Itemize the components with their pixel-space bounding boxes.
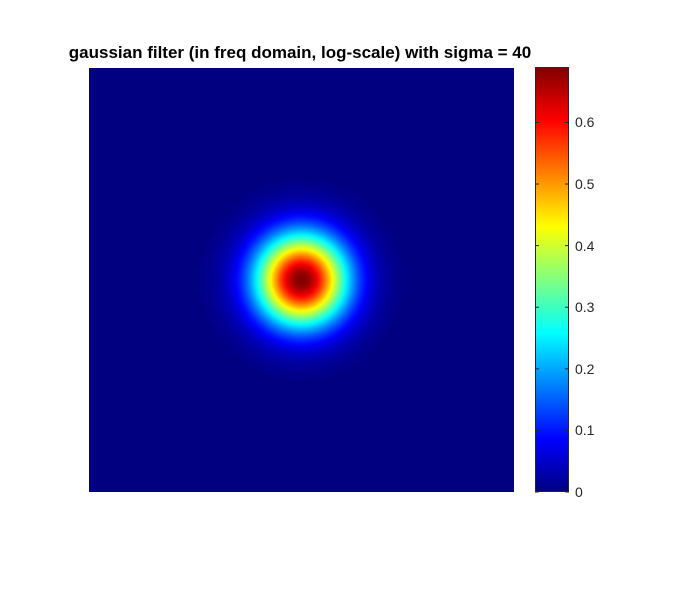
colorbar-tick-label: 0.3 — [575, 299, 595, 316]
colorbar-svg — [535, 67, 569, 493]
colorbar-tick-label: 0.1 — [575, 422, 595, 439]
colorbar-ticks — [535, 121, 569, 493]
heatmap-plot-area — [89, 68, 514, 492]
heatmap-gaussian-peak — [199, 178, 404, 382]
colorbar-tick-label: 0.5 — [575, 176, 595, 193]
colorbar-gradient — [535, 67, 569, 492]
heatmap-svg — [89, 68, 514, 492]
colorbar-tick-label: 0.2 — [575, 360, 595, 377]
colorbar-border — [535, 67, 569, 492]
colorbar — [535, 67, 569, 493]
chart-title: gaussian filter (in freq domain, log-sca… — [68, 43, 532, 62]
colorbar-tick-label: 0.6 — [575, 114, 595, 131]
colorbar-tick-label: 0 — [575, 484, 583, 500]
colorbar-tick-label: 0.4 — [575, 237, 595, 254]
